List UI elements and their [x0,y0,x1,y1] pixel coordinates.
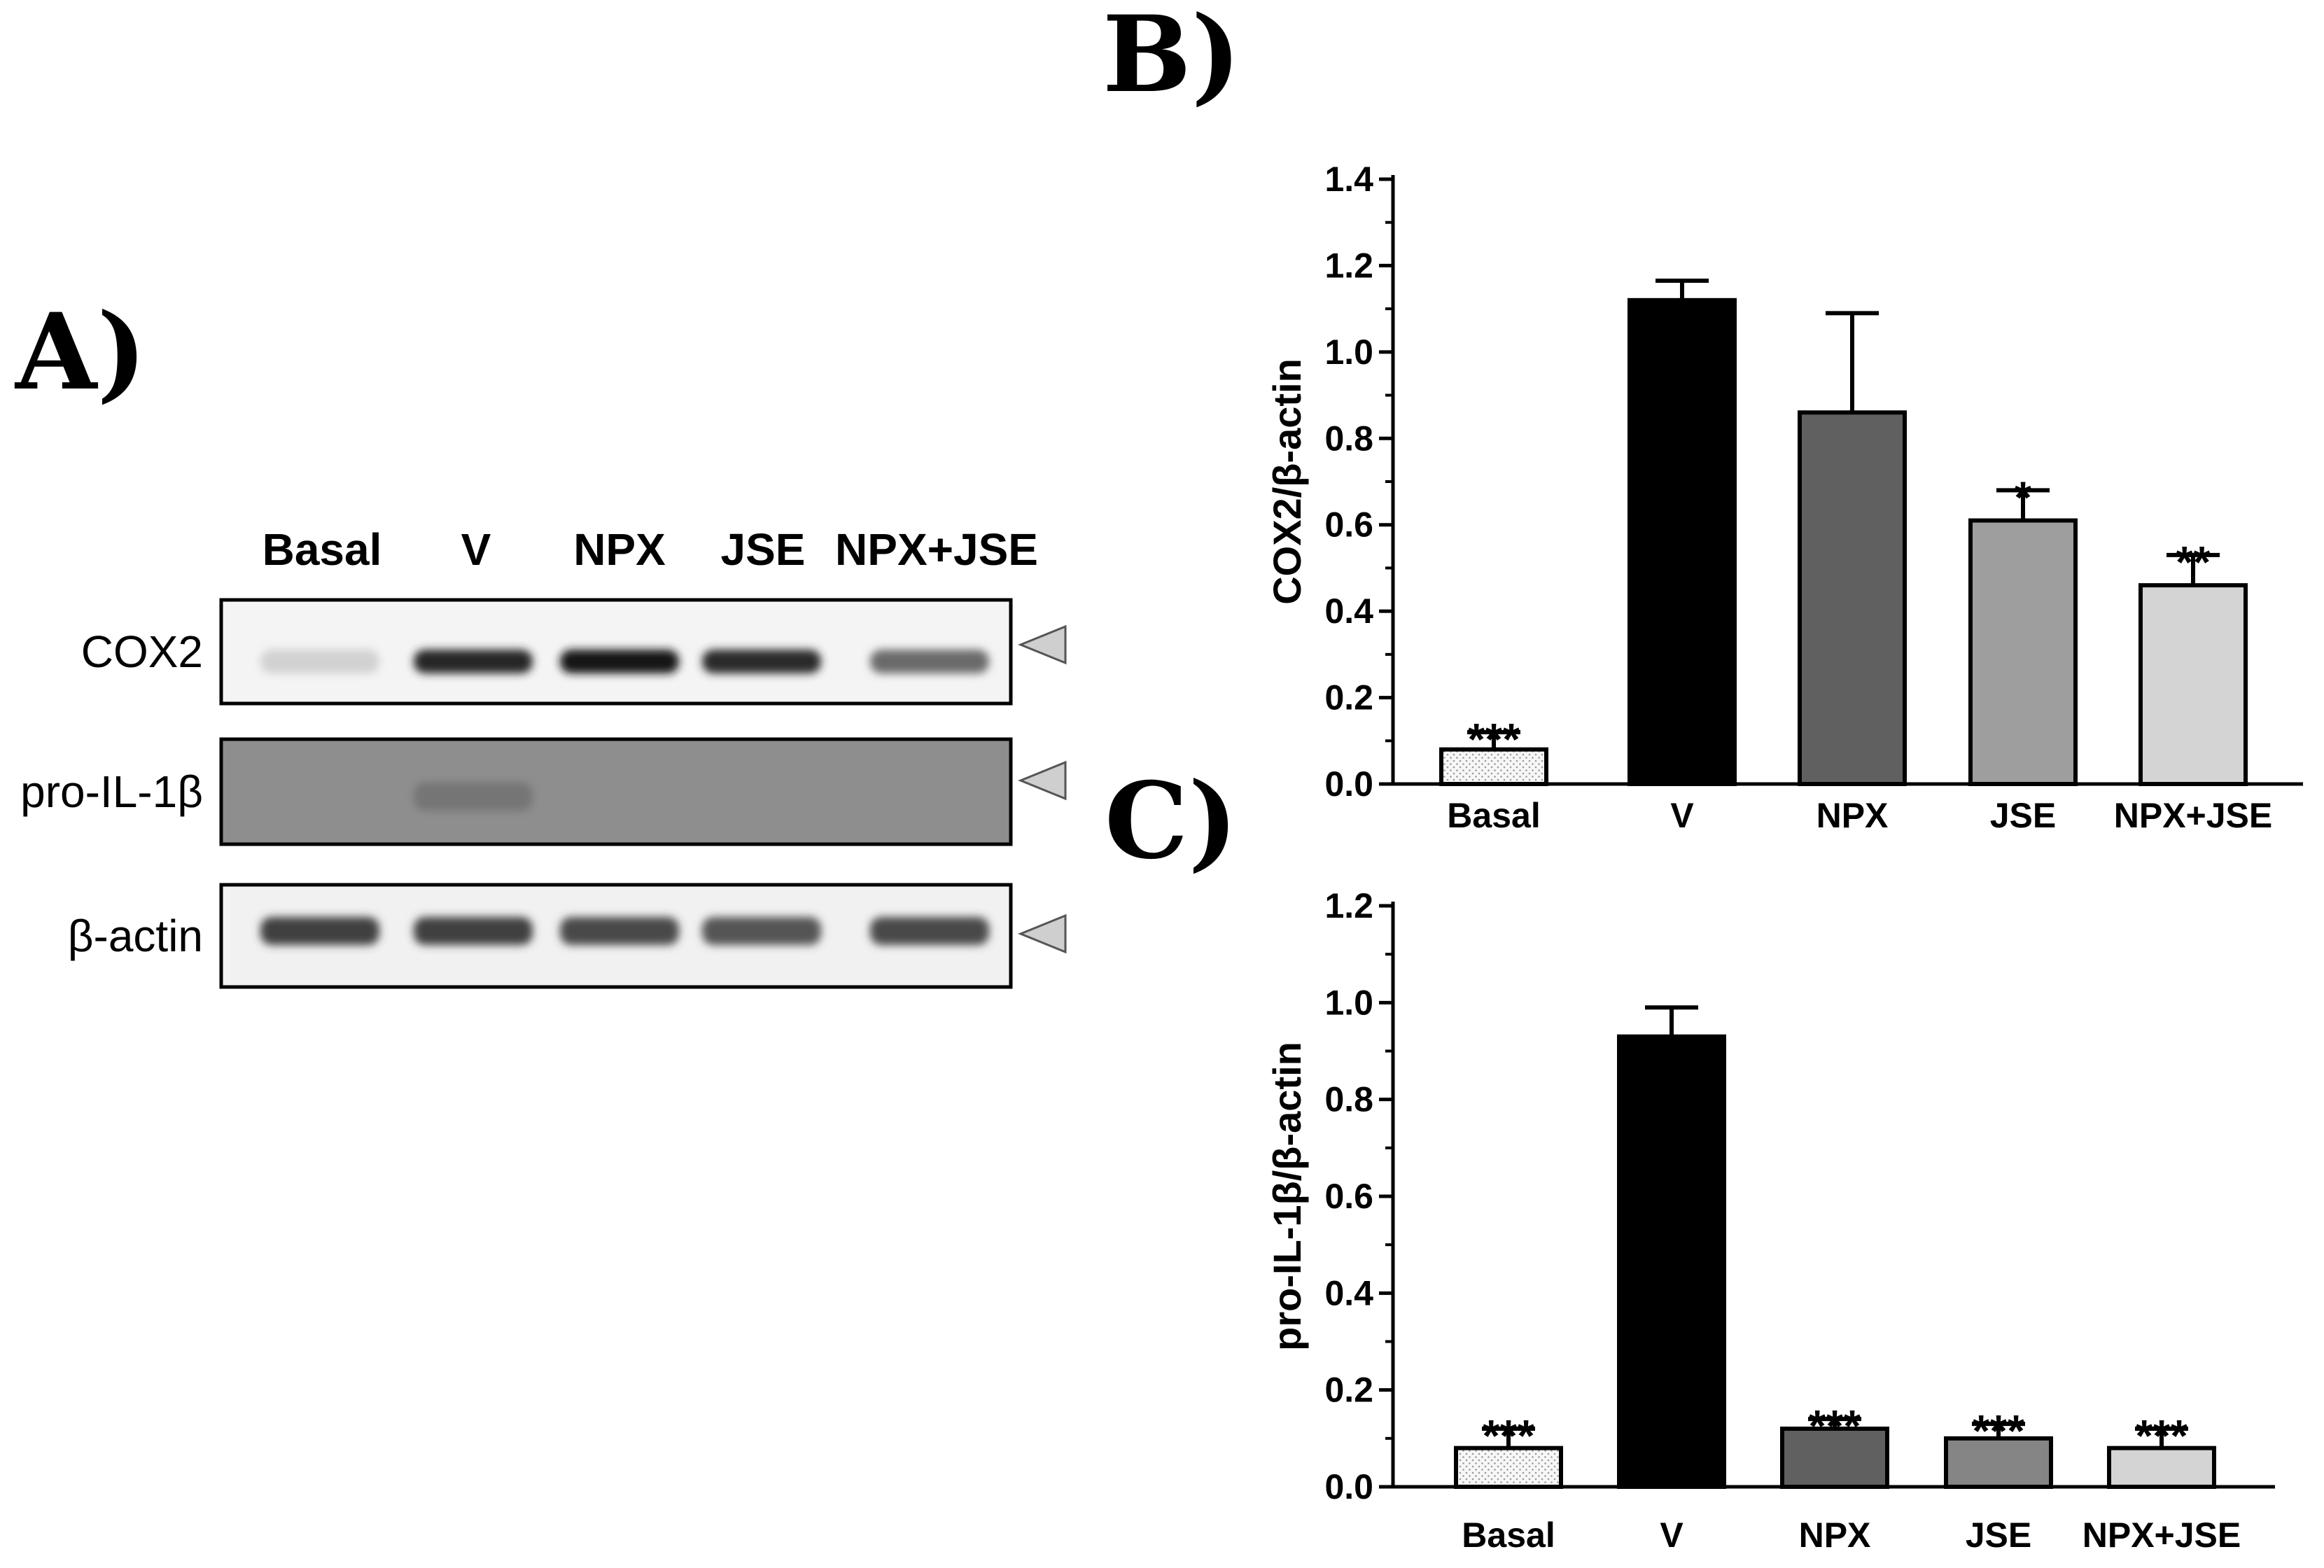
blot-row-label-1: pro-IL-1β [20,766,203,817]
blot-band-2-3 [702,917,821,945]
western-blot: Basal V NPX JSE NPX+JSE COX2 pro-IL-1β β-actin [20,524,1067,989]
bar-NPX [1798,410,1907,786]
blot-row-label-0: COX2 [81,626,203,677]
y-tick-label: 0.0 [1324,764,1373,804]
x-tick-label: NPX+JSE [2114,796,2273,835]
x-tick-label: JSE [1990,796,2057,835]
x-tick-label: Basal [1462,1516,1555,1555]
lane-label-3: JSE [721,524,806,575]
panel-label-b: B) [1102,0,1241,116]
significance-label: *** [2136,1410,2188,1461]
x-tick-label: NPX [1816,796,1889,835]
blot-box-1 [219,737,1013,846]
x-tick-label: Basal [1447,796,1540,835]
y-tick-label: 1.0 [1324,332,1373,372]
blot-band-0-1 [414,650,533,673]
blot-band-2-0 [260,917,379,945]
x-tick-label: V [1660,1516,1684,1555]
significance-label: *** [1973,1406,2025,1456]
blot-row-label-2: β-actin [68,911,203,961]
panel-label-c: C) [1105,760,1238,883]
y-axis-title: pro-IL-1β/β-actin [1265,1042,1309,1351]
y-tick-label: 0.6 [1324,505,1373,545]
y-tick-label: 0.8 [1324,419,1373,458]
cox2-bar-chart: 0.00.20.40.60.81.01.21.4COX2/β-actin***B… [1265,160,2303,835]
panel-label-a: A) [14,290,146,414]
significance-label: *** [1468,714,1520,764]
y-tick-label: 0.2 [1324,1371,1373,1410]
triangle-arrow-icon [1018,913,1067,954]
y-tick-label: 1.2 [1324,246,1373,285]
y-tick-label: 0.6 [1324,1177,1373,1216]
blot-band-2-4 [870,917,989,945]
blot-band-0-2 [560,650,679,673]
y-tick-label: 0.0 [1324,1467,1373,1506]
lane-label-0: Basal [262,524,382,575]
x-tick-label: V [1670,796,1694,835]
bar-V [1628,298,1737,786]
bar-NPX+JSE [2107,1446,2216,1490]
y-tick-label: 0.4 [1324,592,1373,631]
blot-band-0-4 [870,650,989,673]
bar-NPX [1780,1427,1889,1489]
y-tick-label: 1.4 [1324,160,1373,199]
significance-label: ** [2176,537,2211,587]
lane-label-2: NPX [573,524,666,575]
x-tick-label: JSE [1966,1516,2032,1555]
y-tick-label: 1.0 [1324,983,1373,1022]
x-tick-label: NPX+JSE [2082,1516,2241,1555]
bar-NPX+JSE [2138,583,2248,786]
y-tick-label: 0.2 [1324,678,1373,718]
blot-band-0-0 [260,650,379,673]
y-axis-title: COX2/β-actin [1265,358,1309,605]
blot-band-2-2 [560,917,679,945]
triangle-arrow-icon [1018,760,1067,801]
y-tick-label: 0.4 [1324,1273,1373,1312]
bar-JSE [1944,1436,2053,1489]
blot-band-0-3 [702,650,821,673]
blot-band-2-1 [414,917,533,945]
bar-Basal [1454,1446,1563,1490]
lane-label-4: NPX+JSE [835,524,1038,575]
lane-label-1: V [461,524,491,575]
pro-il1b-bar-chart: 0.0 0.2 0.4 0.6 0.8 1.0 1.2 pro-IL-1β/β-actin **… [1265,886,2275,1555]
y-tick-label: 0.8 [1324,1080,1373,1119]
y-tick-label: 1.2 [1324,886,1373,925]
x-tick-label: NPX [1799,1516,1871,1555]
blot-band-1-1 [414,783,533,811]
bar-JSE [1968,518,2078,786]
significance-label: * [2015,472,2032,522]
significance-label: *** [1809,1401,1861,1451]
triangle-arrow-icon [1018,624,1067,665]
significance-label: *** [1483,1410,1535,1461]
bar-V [1617,1034,1726,1489]
